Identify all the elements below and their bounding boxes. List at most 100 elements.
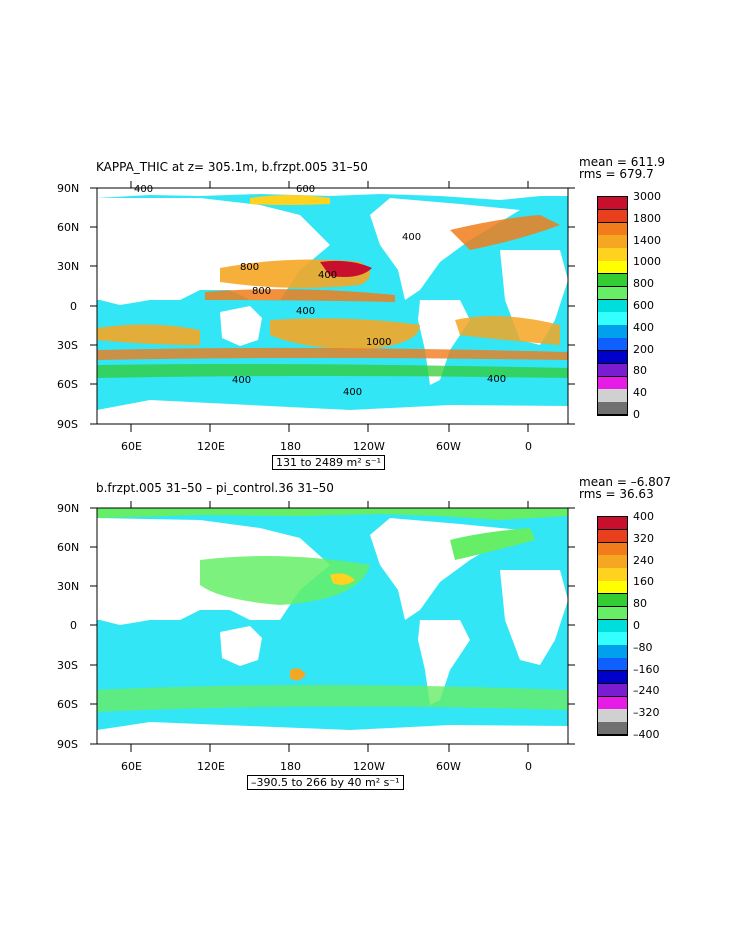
contour-label: 400 bbox=[402, 232, 422, 243]
top-lon-label: 120W bbox=[353, 440, 385, 453]
bottom-lat-label: 90N bbox=[57, 502, 80, 515]
colorbar-segment bbox=[598, 581, 627, 595]
top-colorbar bbox=[597, 196, 628, 416]
colorbar-segment bbox=[598, 197, 627, 211]
colorbar-label: 800 bbox=[633, 277, 654, 291]
colorbar-segment bbox=[598, 696, 627, 710]
top-lat-label: 60S bbox=[57, 378, 78, 391]
colorbar-segment bbox=[598, 670, 627, 685]
colorbar-segment bbox=[598, 363, 627, 378]
top-lat-label: 90S bbox=[57, 418, 78, 431]
colorbar-label: 600 bbox=[633, 299, 654, 312]
bottom-lat-label: 60N bbox=[57, 541, 80, 554]
top-lon-label: 120E bbox=[197, 440, 225, 453]
colorbar-segment bbox=[598, 248, 627, 262]
colorbar-label: –320 bbox=[633, 706, 660, 720]
contour-label: 400 bbox=[296, 306, 316, 317]
colorbar-label: 1400 bbox=[633, 233, 661, 247]
colorbar-segment bbox=[598, 402, 627, 416]
colorbar-segment bbox=[598, 389, 627, 403]
colorbar-label: 200 bbox=[633, 342, 654, 356]
colorbar-label: –400 bbox=[633, 728, 660, 741]
colorbar-label: 400 bbox=[633, 510, 654, 523]
bottom-lat-label: 60S bbox=[57, 698, 78, 711]
colorbar-label: 160 bbox=[633, 575, 654, 589]
bottom-y-ticks bbox=[90, 507, 575, 745]
top-lat-label: 30S bbox=[57, 339, 78, 352]
bottom-ocean-field bbox=[97, 508, 568, 744]
bottom-lon-label: 120E bbox=[197, 760, 225, 773]
colorbar-segment bbox=[598, 273, 627, 288]
colorbar-segment bbox=[598, 286, 627, 301]
colorbar-label: 80 bbox=[633, 364, 647, 378]
colorbar-segment bbox=[598, 517, 627, 531]
bottom-lon-label: 120W bbox=[353, 760, 385, 773]
bottom-lat-label: 0 bbox=[70, 619, 77, 632]
colorbar-segment bbox=[598, 568, 627, 582]
colorbar-segment bbox=[598, 722, 627, 736]
colorbar-label: 240 bbox=[633, 553, 654, 567]
contour-label: 400 bbox=[487, 374, 507, 385]
colorbar-segment bbox=[598, 555, 627, 569]
colorbar-segment bbox=[598, 593, 627, 608]
colorbar-segment bbox=[598, 645, 627, 659]
colorbar-label: 0 bbox=[633, 619, 640, 632]
top-x-ticks bbox=[130, 181, 529, 432]
colorbar-label: 3000 bbox=[633, 190, 661, 203]
colorbar-segment bbox=[598, 325, 627, 339]
colorbar-label: 1000 bbox=[633, 255, 661, 269]
colorbar-segment bbox=[598, 312, 627, 326]
bottom-lon-label: 180 bbox=[280, 760, 301, 773]
bottom-colorbar bbox=[597, 516, 628, 736]
colorbar-segment bbox=[598, 376, 627, 390]
bottom-lon-label: 60E bbox=[121, 760, 142, 773]
colorbar-label: 1800 bbox=[633, 211, 661, 225]
bottom-lat-label: 90S bbox=[57, 738, 78, 751]
colorbar-segment bbox=[598, 683, 627, 698]
top-panel-title: KAPPA_THIC at z= 305.1m, b.frzpt.005 31… bbox=[96, 160, 368, 174]
contour-label: 800 bbox=[252, 286, 272, 297]
bottom-lat-label: 30S bbox=[57, 659, 78, 672]
colorbar-segment bbox=[598, 632, 627, 646]
colorbar-segment bbox=[598, 529, 627, 544]
contour-label: 400 bbox=[318, 270, 338, 281]
top-lat-label: 30N bbox=[57, 260, 80, 273]
top-rms: rms = 679.7 bbox=[579, 167, 654, 181]
top-lat-label: 60N bbox=[57, 221, 80, 234]
bottom-lon-label: 60W bbox=[436, 760, 461, 773]
contour-label: 400 bbox=[343, 387, 363, 398]
colorbar-label: 320 bbox=[633, 531, 654, 545]
colorbar-segment bbox=[598, 350, 627, 365]
top-lon-label: 0 bbox=[525, 440, 532, 453]
colorbar-label: –80 bbox=[633, 640, 653, 654]
colorbar-segment bbox=[598, 261, 627, 275]
top-y-ticks bbox=[90, 187, 575, 425]
top-ocean-field bbox=[97, 188, 568, 424]
top-lon-label: 180 bbox=[280, 440, 301, 453]
bottom-rms: rms = 36.63 bbox=[579, 487, 654, 501]
colorbar-segment bbox=[598, 299, 627, 313]
contour-label: 800 bbox=[240, 262, 260, 273]
colorbar-segment bbox=[598, 209, 627, 224]
top-lon-label: 60W bbox=[436, 440, 461, 453]
colorbar-segment bbox=[598, 235, 627, 249]
bottom-lon-label: 0 bbox=[525, 760, 532, 773]
colorbar-segment bbox=[598, 338, 627, 352]
colorbar-label: –240 bbox=[633, 684, 660, 698]
colorbar-segment bbox=[598, 222, 627, 236]
colorbar-label: 40 bbox=[633, 386, 647, 400]
top-mean: mean = 611.9 bbox=[579, 155, 666, 169]
contour-label: 400 bbox=[232, 375, 252, 386]
colorbar-label: 400 bbox=[633, 320, 654, 334]
top-range-label: 131 to 2489 m² s⁻¹ bbox=[272, 455, 386, 470]
top-lat-label: 90N bbox=[57, 182, 80, 195]
bottom-range-label: –390.5 to 266 by 40 m² s⁻¹ bbox=[247, 775, 404, 790]
colorbar-segment bbox=[598, 709, 627, 723]
colorbar-segment bbox=[598, 542, 627, 556]
contour-label: 600 bbox=[296, 184, 316, 195]
colorbar-segment bbox=[598, 658, 627, 672]
bottom-panel-title: b.frzpt.005 31–50 – pi_control.36 31–… bbox=[96, 481, 334, 495]
bottom-lat-label: 30N bbox=[57, 580, 80, 593]
